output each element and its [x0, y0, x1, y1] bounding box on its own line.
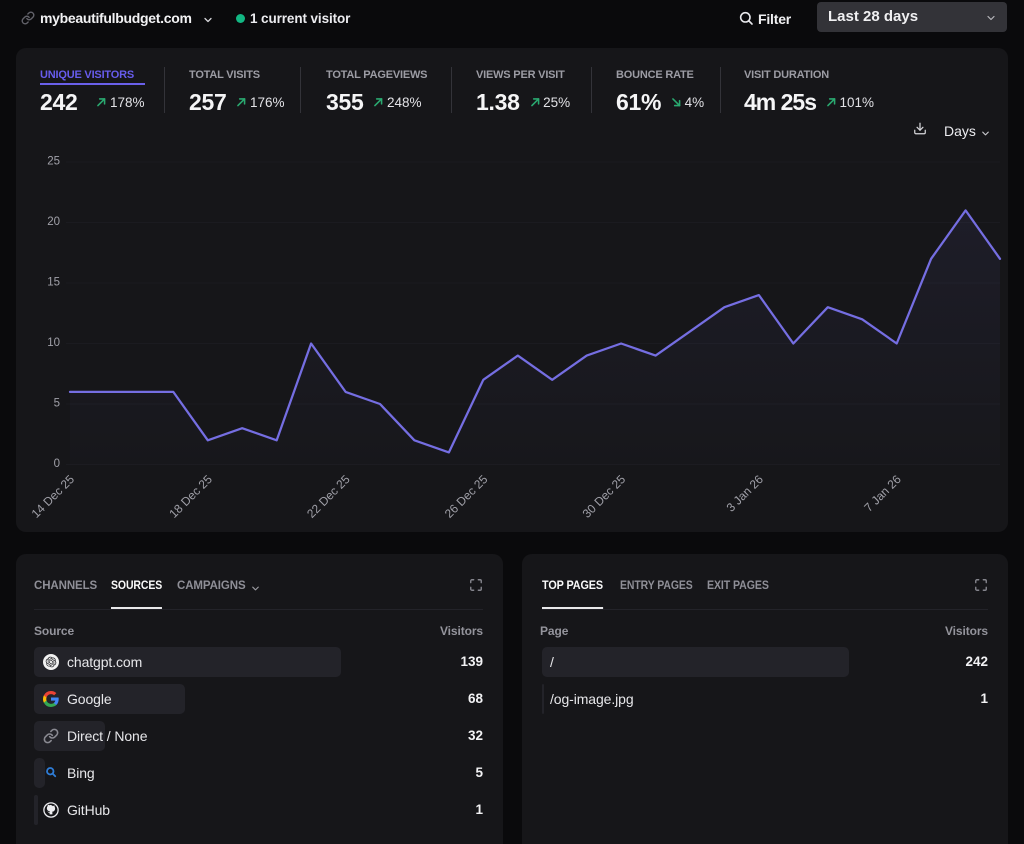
svg-text:18 Dec 25: 18 Dec 25: [166, 472, 215, 521]
svg-text:26 Dec 25: 26 Dec 25: [442, 472, 491, 521]
svg-text:10: 10: [47, 337, 60, 349]
svg-text:14 Dec 25: 14 Dec 25: [29, 472, 78, 521]
svg-text:30 Dec 25: 30 Dec 25: [580, 472, 629, 521]
svg-text:3 Jan 26: 3 Jan 26: [724, 472, 767, 515]
svg-text:22 Dec 25: 22 Dec 25: [304, 472, 353, 521]
svg-text:0: 0: [54, 458, 60, 470]
svg-text:15: 15: [47, 277, 60, 289]
svg-text:25: 25: [47, 156, 60, 168]
svg-text:5: 5: [54, 398, 60, 410]
svg-text:20: 20: [47, 216, 60, 228]
svg-text:7 Jan 26: 7 Jan 26: [861, 472, 904, 515]
